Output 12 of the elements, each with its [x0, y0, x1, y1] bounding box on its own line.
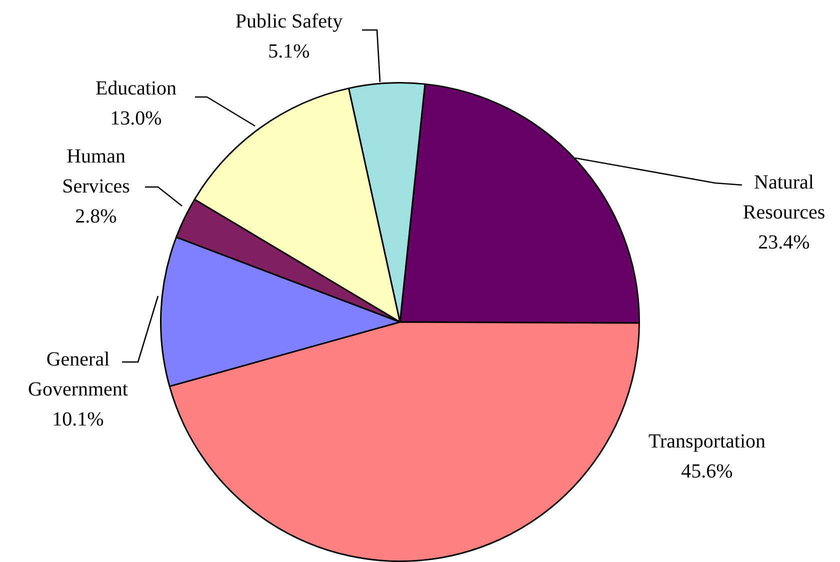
slice-label: Natural Resources	[742, 171, 826, 224]
slice-label: General Government	[28, 348, 128, 400]
data-label: 23.4%	[758, 231, 810, 254]
data-label: 5.1%	[268, 40, 310, 62]
slice-label: Transportation	[648, 430, 766, 452]
slice-label: Public Safety	[235, 10, 343, 32]
slice-label: Education	[95, 77, 177, 100]
data-label: 10.1%	[52, 408, 104, 430]
slice-label: Human Services	[62, 145, 130, 198]
data-label: 13.0%	[110, 107, 162, 130]
data-label: 2.8%	[75, 205, 117, 228]
data-label: 45.6%	[681, 460, 733, 482]
